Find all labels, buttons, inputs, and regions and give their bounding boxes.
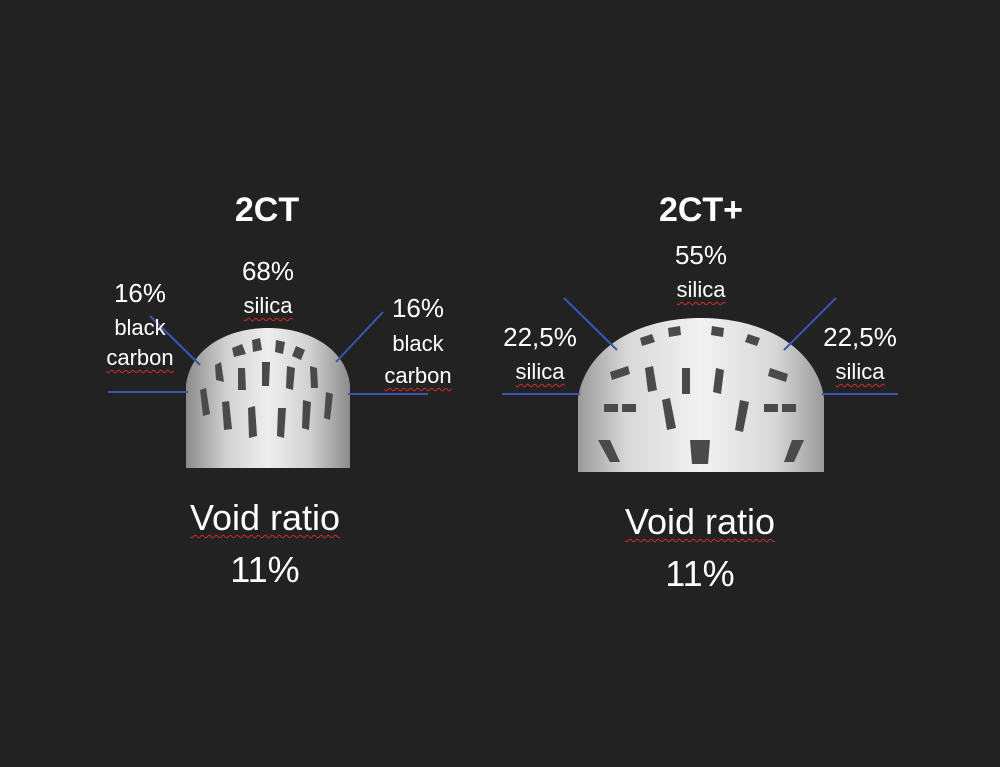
void-ratio-2ct-label: Void ratio [189,497,341,538]
label-2ct-center-percent: 68% [241,256,295,286]
leader-2ct-left [149,315,201,366]
label-2ct-left-material-1: black [114,315,166,340]
tyre-2ct-illustration [186,328,350,468]
label-2ctplus-right-percent: 22,5% [823,322,897,352]
leader-2ctplus-left [563,297,618,351]
leader-2ctplus-right [783,297,837,351]
label-2ct-center-material: silica [243,293,293,318]
label-2ctplus-right-material: silica [835,359,885,384]
label-2ctplus-center-percent: 55% [674,240,728,270]
void-ratio-2ctplus-value: 11% [665,553,735,594]
title-2ctplus: 2CT+ [658,191,744,229]
tyre-2ctplus-illustration [578,318,824,472]
label-2ctplus-left-material-row: silica [490,358,590,386]
tyre-2ctplus-tread-pattern [598,326,804,464]
label-2ct-left-percent: 16% [113,278,167,308]
title-2ct: 2CT [234,191,300,229]
label-2ct-center-material-row: silica [223,292,313,320]
label-2ctplus-left-material: silica [515,359,565,384]
void-ratio-2ct-value: 11% [230,549,300,590]
label-2ct-left-material-2-row: carbon [95,344,185,372]
label-2ct-right-percent: 16% [391,293,445,323]
tyre-2ctplus-body [578,318,824,472]
label-2ct-right-material-2-row: carbon [373,362,463,390]
void-ratio-2ctplus-label: Void ratio [624,501,776,542]
label-2ct-right-material-1: black [392,331,444,356]
label-2ctplus-center-material: silica [676,277,726,302]
label-2ct-right-material-2: carbon [384,363,452,388]
tyre-2ct-body [186,328,350,468]
label-2ctplus-center-material-row: silica [651,276,751,304]
void-ratio-2ct-label-row: Void ratio [160,496,370,540]
leader-2ct-right [335,311,384,363]
label-2ct-left-material-2: carbon [106,345,174,370]
leader-lines [108,297,898,395]
tyre-2ct-tread-pattern [200,338,333,438]
label-2ctplus-right-material-row: silica [810,358,910,386]
void-ratio-2ctplus-label-row: Void ratio [590,500,810,544]
label-2ctplus-left-percent: 22,5% [503,322,577,352]
